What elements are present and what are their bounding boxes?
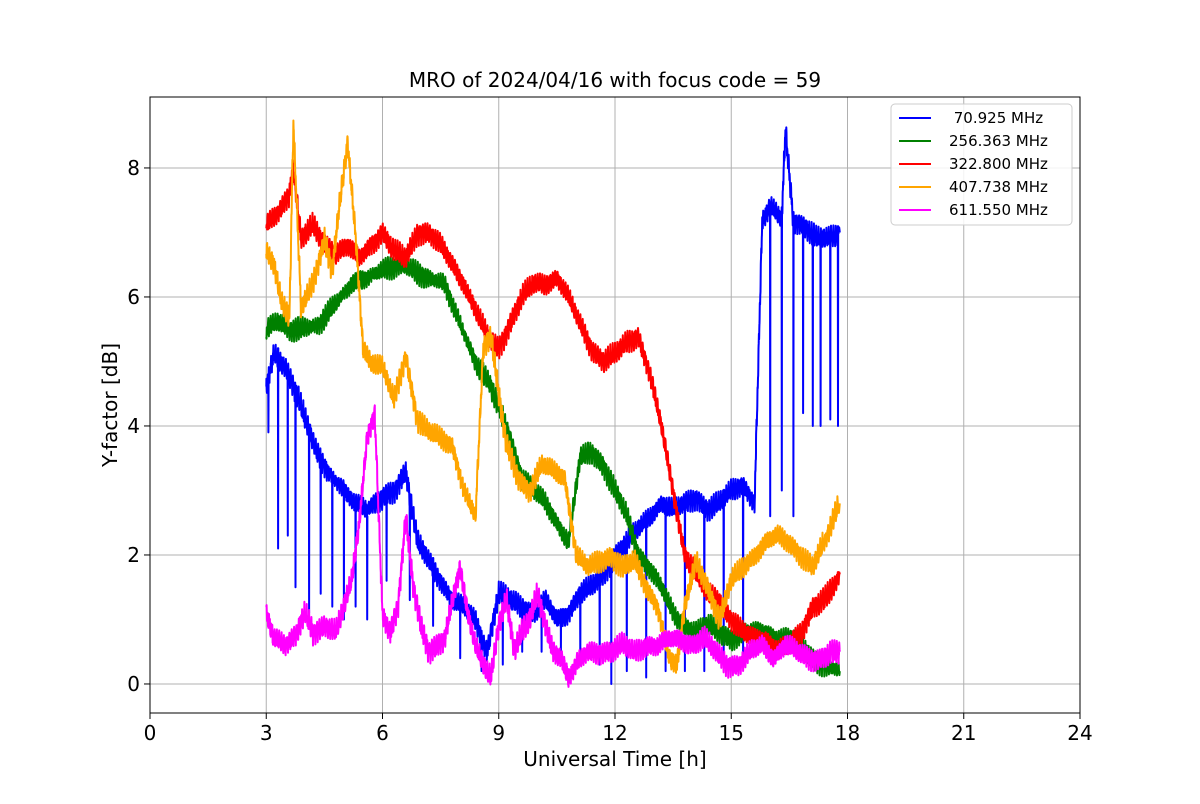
x-tick-label: 0	[144, 721, 157, 745]
x-tick-label: 9	[492, 721, 505, 745]
chart-title: MRO of 2024/04/16 with focus code = 59	[409, 68, 821, 92]
x-axis-title: Universal Time [h]	[523, 747, 706, 771]
series-line	[265, 119, 841, 674]
x-tick-label: 15	[719, 721, 744, 745]
y-axis-title: Y-factor [dB]	[98, 343, 122, 468]
y-tick-label: 0	[127, 672, 140, 696]
series-line	[265, 159, 841, 661]
x-tick-label: 24	[1067, 721, 1092, 745]
y-tick-label: 4	[127, 414, 140, 438]
legend-label: 611.550 MHz	[949, 201, 1048, 219]
y-tick-label: 2	[127, 543, 140, 567]
x-tick-label: 3	[260, 721, 273, 745]
x-tick-label: 12	[602, 721, 627, 745]
legend-label: 322.800 MHz	[949, 155, 1048, 173]
series-layer	[265, 119, 841, 688]
y-tick-label: 6	[127, 285, 140, 309]
legend-label: 256.363 MHz	[949, 132, 1048, 150]
x-tick-label: 18	[835, 721, 860, 745]
legend-box	[890, 103, 1073, 226]
legend: 70.925 MHz 256.363 MHz 322.800 MHz 407.738 …	[890, 103, 1073, 226]
x-tick-label: 6	[376, 721, 389, 745]
legend-label: 407.738 MHz	[949, 178, 1048, 196]
series-line	[265, 404, 841, 688]
legend-label: 70.925 MHz	[949, 109, 1043, 127]
x-tick-label: 21	[951, 721, 976, 745]
y-tick-label: 8	[127, 156, 140, 180]
